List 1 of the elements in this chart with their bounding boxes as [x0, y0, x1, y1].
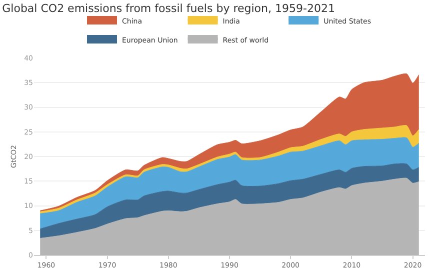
chart-title: Global CO2 emissions from fossil fuels by region, 1959-2021 [2, 2, 335, 15]
